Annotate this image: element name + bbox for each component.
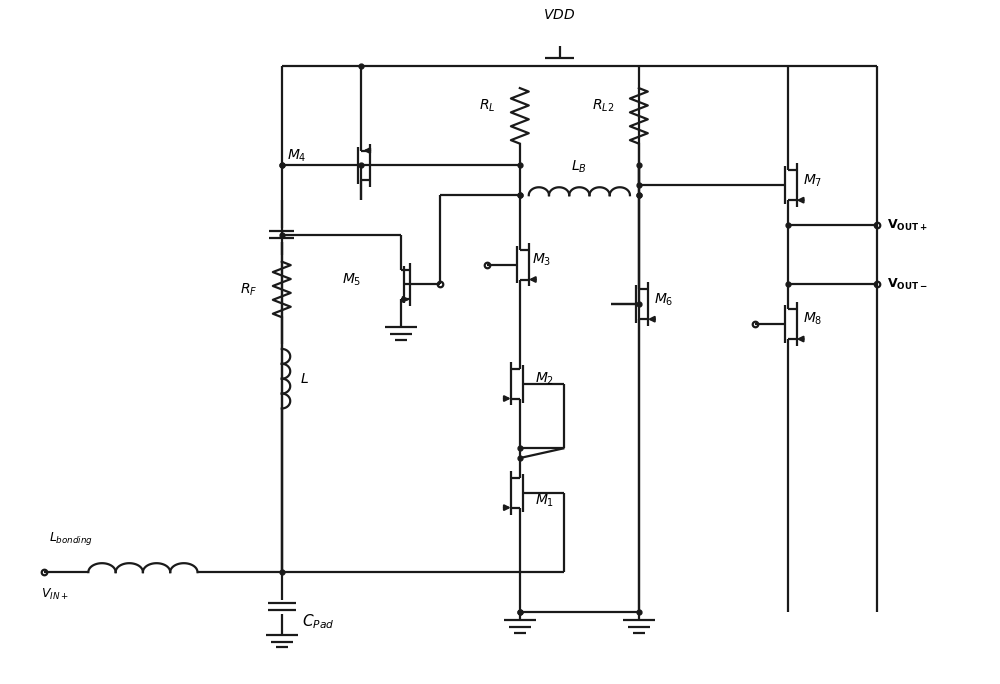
Text: $L_B$: $L_B$ (571, 159, 587, 175)
Text: $M_4$: $M_4$ (287, 147, 307, 163)
Text: $V_{IN+}$: $V_{IN+}$ (41, 587, 69, 602)
Text: $M_6$: $M_6$ (654, 291, 673, 308)
Text: $M_1$: $M_1$ (535, 492, 554, 509)
Text: $\boldsymbol{L_{bonding}}$: $\boldsymbol{L_{bonding}}$ (49, 530, 93, 547)
Text: $L$: $L$ (300, 371, 309, 386)
Text: $\boldsymbol{C_{Pad}}$: $\boldsymbol{C_{Pad}}$ (302, 612, 334, 631)
Text: $M_2$: $M_2$ (535, 371, 554, 387)
Text: $R_L$: $R_L$ (479, 98, 495, 114)
Text: $R_{L2}$: $R_{L2}$ (592, 98, 614, 114)
Text: $M_8$: $M_8$ (803, 311, 822, 328)
Text: $M_5$: $M_5$ (342, 272, 361, 288)
Text: $VDD$: $VDD$ (543, 8, 576, 22)
Text: $\mathbf{V_{OUT-}}$: $\mathbf{V_{OUT-}}$ (887, 277, 927, 292)
Text: $R_F$: $R_F$ (240, 281, 257, 298)
Text: $\mathbf{V_{OUT+}}$: $\mathbf{V_{OUT+}}$ (887, 218, 927, 233)
Text: $M_3$: $M_3$ (532, 252, 551, 268)
Text: $M_7$: $M_7$ (803, 172, 822, 189)
